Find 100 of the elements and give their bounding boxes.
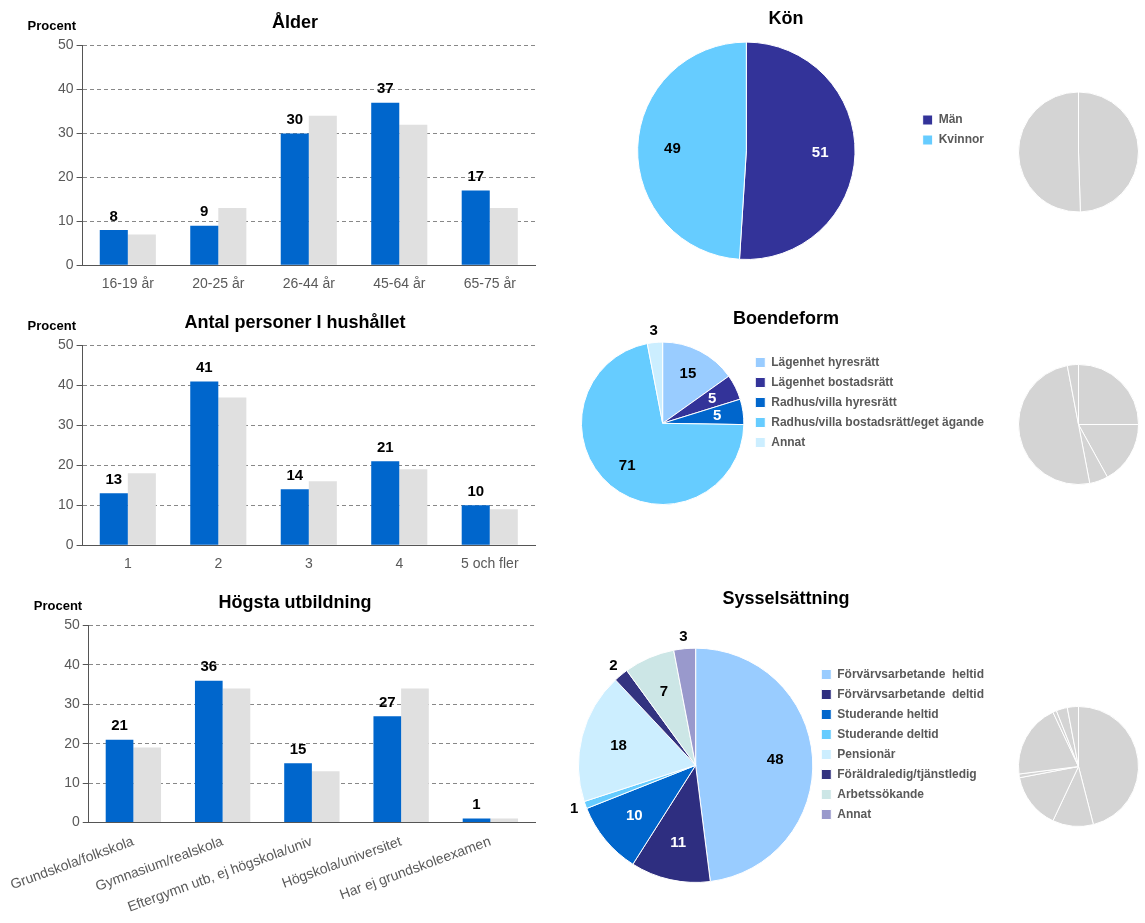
- y-tick-label: 30: [57, 124, 74, 141]
- bar: [308, 481, 337, 545]
- bar: [280, 133, 309, 265]
- bar: [401, 688, 429, 822]
- bar: [99, 230, 128, 265]
- y-tick-label: 50: [57, 336, 74, 353]
- data-label: 11: [670, 833, 687, 851]
- x-tick-label: 20-25 år: [192, 275, 245, 292]
- bar: [489, 208, 518, 265]
- bar: [127, 234, 156, 265]
- bar: [284, 763, 312, 822]
- bar: [373, 716, 402, 822]
- data-label: 21: [111, 716, 128, 734]
- x-tick-label: 65-75 år: [463, 275, 517, 292]
- legend-label: Radhus/villa hyresrätt: [771, 394, 897, 409]
- bar: [222, 688, 251, 822]
- x-tick-label: 16-19 år: [101, 275, 155, 292]
- data-label: 3: [649, 320, 658, 338]
- legend-label: Studerande deltid: [837, 726, 939, 741]
- data-label: 27: [378, 692, 396, 710]
- legend-label: Studerande heltid: [837, 706, 939, 721]
- legend-label: Radhus/villa bostadsrätt/eget ägande: [771, 414, 985, 429]
- x-tick-label: 3: [304, 555, 313, 572]
- bar: [461, 505, 490, 545]
- data-label: 10: [467, 481, 485, 499]
- data-label: 30: [286, 110, 304, 128]
- bar: [218, 208, 247, 265]
- data-label: 2: [609, 655, 618, 673]
- chart-title: Kön: [768, 7, 804, 28]
- y-tick-label: 30: [64, 695, 80, 712]
- bar: [105, 739, 134, 822]
- data-label: 8: [109, 206, 118, 224]
- data-label: 71: [618, 455, 636, 473]
- data-label: 1: [472, 795, 481, 813]
- bar: [133, 747, 162, 822]
- y-tick-label: 20: [64, 734, 80, 751]
- legend-label: Annat: [837, 806, 872, 821]
- data-label: 5: [713, 405, 722, 423]
- legend-label: Kvinnor: [938, 132, 985, 147]
- y-tick-label: 0: [71, 813, 80, 830]
- y-tick-label: 10: [57, 496, 74, 513]
- y-tick-label: 40: [64, 655, 80, 672]
- chart-title: Antal personer I hushållet: [184, 311, 406, 332]
- chart-title: Sysselsättning: [722, 587, 850, 608]
- legend-label: Män: [938, 112, 963, 127]
- y-tick-label: 50: [57, 36, 74, 53]
- y-tick-label: 0: [65, 256, 74, 273]
- bar: [462, 818, 491, 822]
- legend-label: Arbetssökande: [837, 786, 925, 801]
- bar: [308, 115, 337, 265]
- y-tick-label: 50: [64, 616, 80, 633]
- data-label: 49: [664, 138, 681, 156]
- bar: [311, 771, 340, 822]
- y-tick-label: 20: [57, 168, 74, 185]
- bar: [461, 190, 490, 265]
- bar: [99, 493, 128, 545]
- y-tick-label: 0: [65, 536, 74, 553]
- data-label: 3: [679, 626, 688, 644]
- y-axis-title: Procent: [27, 317, 77, 333]
- data-label: 48: [766, 750, 784, 768]
- data-label: 41: [195, 358, 213, 376]
- data-label: 18: [610, 735, 627, 753]
- data-label: 15: [289, 740, 307, 758]
- data-label: 10: [625, 806, 643, 824]
- bar: [190, 381, 219, 545]
- bar: [127, 473, 156, 545]
- x-tick-label: 26-44 år: [282, 275, 336, 292]
- legend-label: Förvärvsarbetande heltid: [837, 666, 985, 681]
- y-tick-label: 40: [57, 376, 74, 393]
- bar: [399, 124, 428, 265]
- data-label: 21: [376, 438, 394, 456]
- data-label: 13: [105, 469, 123, 487]
- y-tick-label: 40: [57, 80, 74, 97]
- legend-label: Förvärvsarbetande deltid: [837, 686, 985, 701]
- chart-title: Ålder: [271, 11, 319, 32]
- data-label: 1: [569, 799, 579, 817]
- bar: [489, 509, 518, 545]
- chart-title: Högsta utbildning: [218, 591, 372, 612]
- data-label: 15: [679, 364, 697, 382]
- data-label: 37: [376, 79, 394, 97]
- data-label: 36: [200, 657, 218, 675]
- data-label: 9: [200, 202, 209, 220]
- legend-label: Föräldraledig/tjänstledig: [837, 766, 977, 781]
- x-tick-label: 1: [123, 555, 132, 572]
- data-label: 17: [467, 167, 485, 185]
- y-tick-label: 30: [57, 416, 74, 433]
- legend-label: Pensionär: [837, 746, 896, 761]
- legend-label: Lägenhet hyresrätt: [771, 354, 880, 369]
- x-tick-label: 4: [395, 555, 404, 572]
- legend-label: Lägenhet bostadsrätt: [771, 374, 894, 389]
- bar: [280, 489, 309, 545]
- bar: [371, 461, 400, 545]
- x-tick-label: 2: [214, 555, 223, 572]
- data-label: 14: [286, 465, 304, 483]
- x-tick-label: 45-64 år: [373, 275, 426, 292]
- bar: [190, 225, 219, 265]
- chart-title: Boendeform: [732, 307, 840, 328]
- x-tick-label: 5 och fler: [460, 555, 519, 572]
- y-axis-title: Procent: [33, 597, 83, 613]
- bar: [399, 469, 428, 545]
